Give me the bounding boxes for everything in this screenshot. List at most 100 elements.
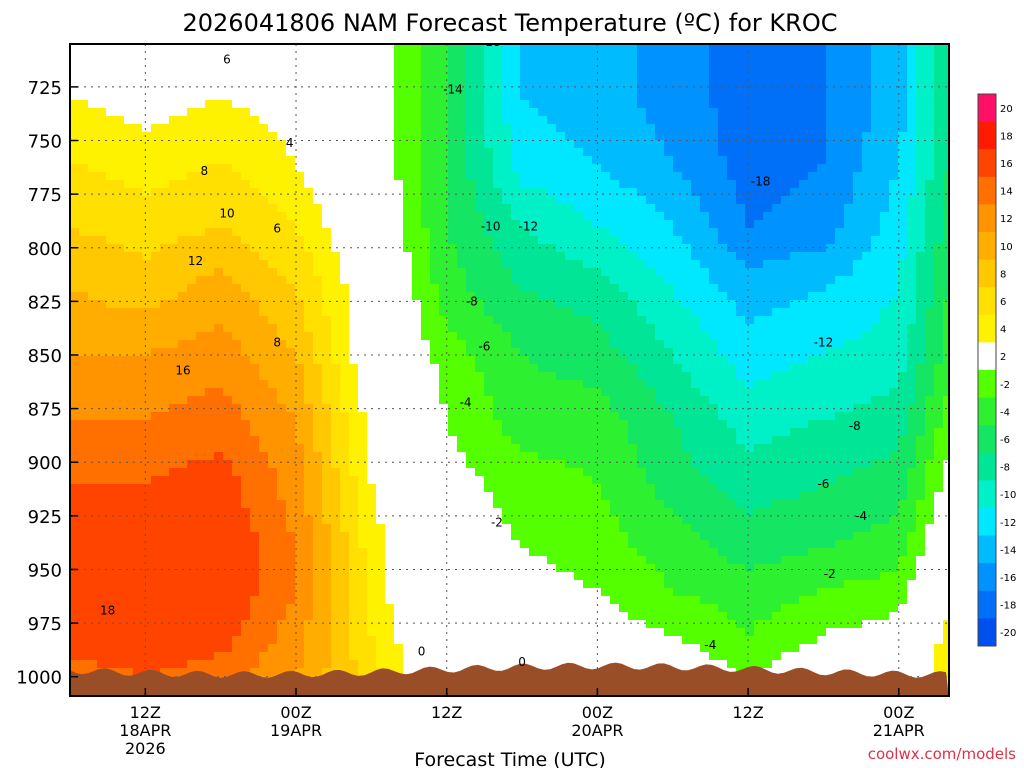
- temperature-cell: [304, 204, 314, 213]
- temperature-cell: [151, 420, 161, 429]
- temperature-cell: [268, 612, 278, 621]
- temperature-cell: [70, 188, 80, 197]
- temperature-cell: [169, 348, 179, 357]
- temperature-cell: [115, 44, 125, 53]
- temperature-cell: [286, 420, 296, 429]
- temperature-cell: [502, 380, 512, 389]
- temperature-cell: [295, 628, 305, 637]
- temperature-cell: [133, 412, 143, 421]
- temperature-cell: [133, 212, 143, 221]
- temperature-cell: [394, 324, 404, 333]
- temperature-cell: [178, 340, 188, 349]
- temperature-cell: [196, 604, 206, 613]
- temperature-cell: [196, 596, 206, 605]
- temperature-cell: [214, 68, 224, 77]
- temperature-cell: [223, 116, 233, 125]
- temperature-cell: [250, 348, 260, 357]
- temperature-cell: [331, 164, 341, 173]
- temperature-cell: [313, 420, 323, 429]
- temperature-cell: [484, 396, 494, 405]
- temperature-cell: [160, 100, 170, 109]
- temperature-cell: [70, 148, 80, 157]
- temperature-cell: [205, 436, 215, 445]
- temperature-cell: [376, 212, 386, 221]
- temperature-cell: [142, 516, 152, 525]
- temperature-cell: [502, 172, 512, 181]
- temperature-cell: [214, 428, 224, 437]
- temperature-cell: [241, 652, 251, 661]
- temperature-cell: [457, 236, 467, 245]
- temperature-cell: [331, 652, 341, 661]
- temperature-cell: [268, 236, 278, 245]
- temperature-cell: [610, 228, 620, 237]
- temperature-cell: [88, 60, 98, 69]
- temperature-cell: [97, 172, 107, 181]
- temperature-cell: [88, 588, 98, 597]
- temperature-cell: [97, 444, 107, 453]
- temperature-cell: [547, 132, 557, 141]
- temperature-cell: [259, 268, 269, 277]
- temperature-cell: [601, 452, 611, 461]
- temperature-cell: [79, 492, 89, 501]
- temperature-cell: [313, 252, 323, 261]
- temperature-cell: [466, 564, 476, 573]
- temperature-cell: [439, 228, 449, 237]
- temperature-cell: [160, 588, 170, 597]
- temperature-cell: [97, 492, 107, 501]
- temperature-cell: [574, 116, 584, 125]
- temperature-cell: [448, 492, 458, 501]
- temperature-cell: [259, 284, 269, 293]
- temperature-cell: [592, 132, 602, 141]
- temperature-cell: [358, 52, 368, 61]
- temperature-cell: [457, 164, 467, 173]
- temperature-cell: [151, 548, 161, 557]
- temperature-cell: [367, 252, 377, 261]
- temperature-cell: [79, 180, 89, 189]
- temperature-cell: [358, 580, 368, 589]
- temperature-cell: [88, 372, 98, 381]
- temperature-cell: [610, 212, 620, 221]
- temperature-cell: [187, 556, 197, 565]
- temperature-cell: [556, 564, 566, 573]
- temperature-cell: [367, 460, 377, 469]
- temperature-cell: [268, 228, 278, 237]
- temperature-cell: [421, 476, 431, 485]
- temperature-cell: [115, 604, 125, 613]
- temperature-cell: [106, 564, 116, 573]
- temperature-cell: [502, 620, 512, 629]
- temperature-cell: [574, 108, 584, 117]
- temperature-cell: [106, 124, 116, 133]
- temperature-cell: [241, 500, 251, 509]
- temperature-cell: [556, 364, 566, 373]
- temperature-cell: [349, 532, 359, 541]
- temperature-cell: [538, 332, 548, 341]
- temperature-cell: [538, 420, 548, 429]
- temperature-cell: [349, 620, 359, 629]
- temperature-cell: [466, 116, 476, 125]
- temperature-cell: [169, 460, 179, 469]
- temperature-cell: [169, 244, 179, 253]
- temperature-cell: [403, 380, 413, 389]
- temperature-cell: [214, 620, 224, 629]
- temperature-cell: [592, 148, 602, 157]
- temperature-cell: [430, 620, 440, 629]
- temperature-cell: [493, 172, 503, 181]
- temperature-cell: [295, 660, 305, 669]
- temperature-cell: [385, 76, 395, 85]
- temperature-cell: [430, 476, 440, 485]
- temperature-cell: [268, 316, 278, 325]
- temperature-cell: [520, 84, 530, 93]
- temperature-cell: [565, 492, 575, 501]
- temperature-cell: [124, 292, 134, 301]
- temperature-cell: [106, 308, 116, 317]
- temperature-cell: [88, 460, 98, 469]
- temperature-cell: [169, 556, 179, 565]
- temperature-cell: [511, 452, 521, 461]
- temperature-cell: [304, 108, 314, 117]
- temperature-cell: [133, 500, 143, 509]
- temperature-cell: [286, 484, 296, 493]
- temperature-cell: [214, 532, 224, 541]
- temperature-cell: [322, 348, 332, 357]
- temperature-cell: [241, 60, 251, 69]
- temperature-cell: [124, 492, 134, 501]
